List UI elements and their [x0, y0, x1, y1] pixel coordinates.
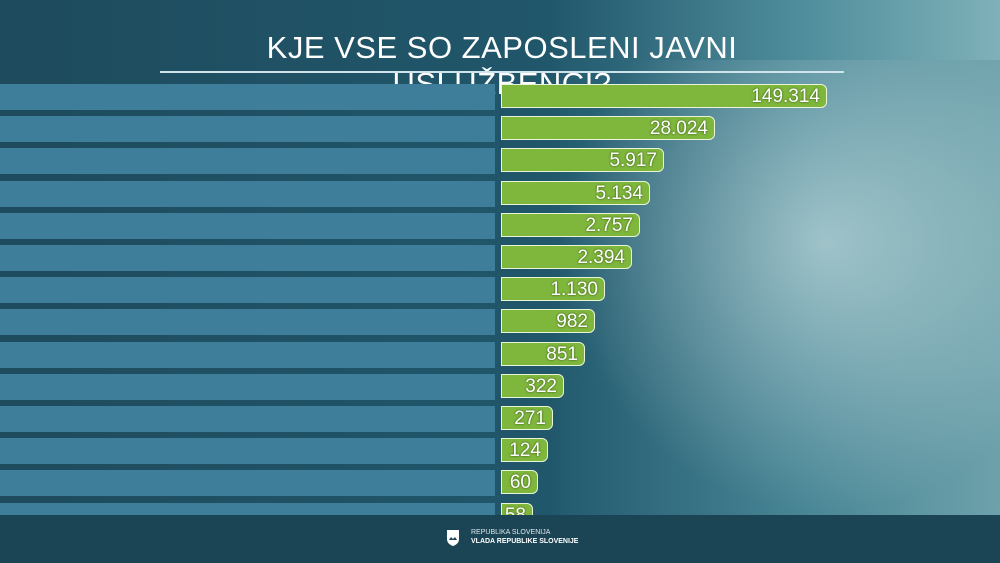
bar: 2.757 [501, 212, 640, 237]
label-strip [0, 309, 495, 336]
bar: 851 [501, 341, 585, 366]
bar: 2.394 [501, 245, 632, 269]
slovenia-coat-of-arms-icon [447, 530, 459, 546]
bar: 124 [501, 438, 548, 463]
footer-line1: REPUBLIKA SLOVENIJA [471, 529, 551, 536]
bar: 5.134 [501, 180, 650, 205]
bar: 1.130 [501, 277, 605, 302]
label-strip [0, 84, 495, 110]
bar: 982 [501, 309, 595, 334]
label-strip [0, 438, 495, 465]
label-strip [0, 470, 495, 497]
bar: 5.917 [501, 148, 664, 173]
label-strip [0, 341, 495, 368]
bar: 28.024 [501, 116, 715, 141]
value-label: 322 [525, 375, 557, 397]
value-label: 2.757 [585, 214, 633, 236]
value-label: 2.394 [577, 247, 625, 268]
label-strip [0, 148, 495, 175]
label-strip [0, 212, 495, 239]
label-strip [0, 406, 495, 432]
bar: 322 [501, 373, 564, 398]
value-label: 60 [509, 472, 531, 494]
label-strip [0, 180, 495, 207]
value-label: 5.134 [595, 182, 643, 204]
value-label: 271 [514, 408, 546, 429]
bar: 271 [501, 406, 553, 430]
label-strip [0, 373, 495, 400]
value-label: 28.024 [649, 118, 708, 140]
value-label: 124 [509, 440, 541, 462]
title-underline [160, 71, 844, 73]
value-label: 149.314 [751, 86, 820, 107]
bar: 60 [501, 470, 538, 495]
label-strip [0, 116, 495, 143]
value-label: 982 [556, 311, 588, 333]
footer-line2: VLADA REPUBLIKE SLOVENIJE [471, 538, 579, 545]
value-label: 5.917 [609, 150, 657, 172]
label-strip [0, 245, 495, 271]
value-label: 851 [546, 343, 578, 365]
label-strip [0, 277, 495, 304]
footer [0, 515, 1000, 563]
bar: 149.314 [501, 84, 827, 108]
value-label: 1.130 [550, 279, 598, 301]
